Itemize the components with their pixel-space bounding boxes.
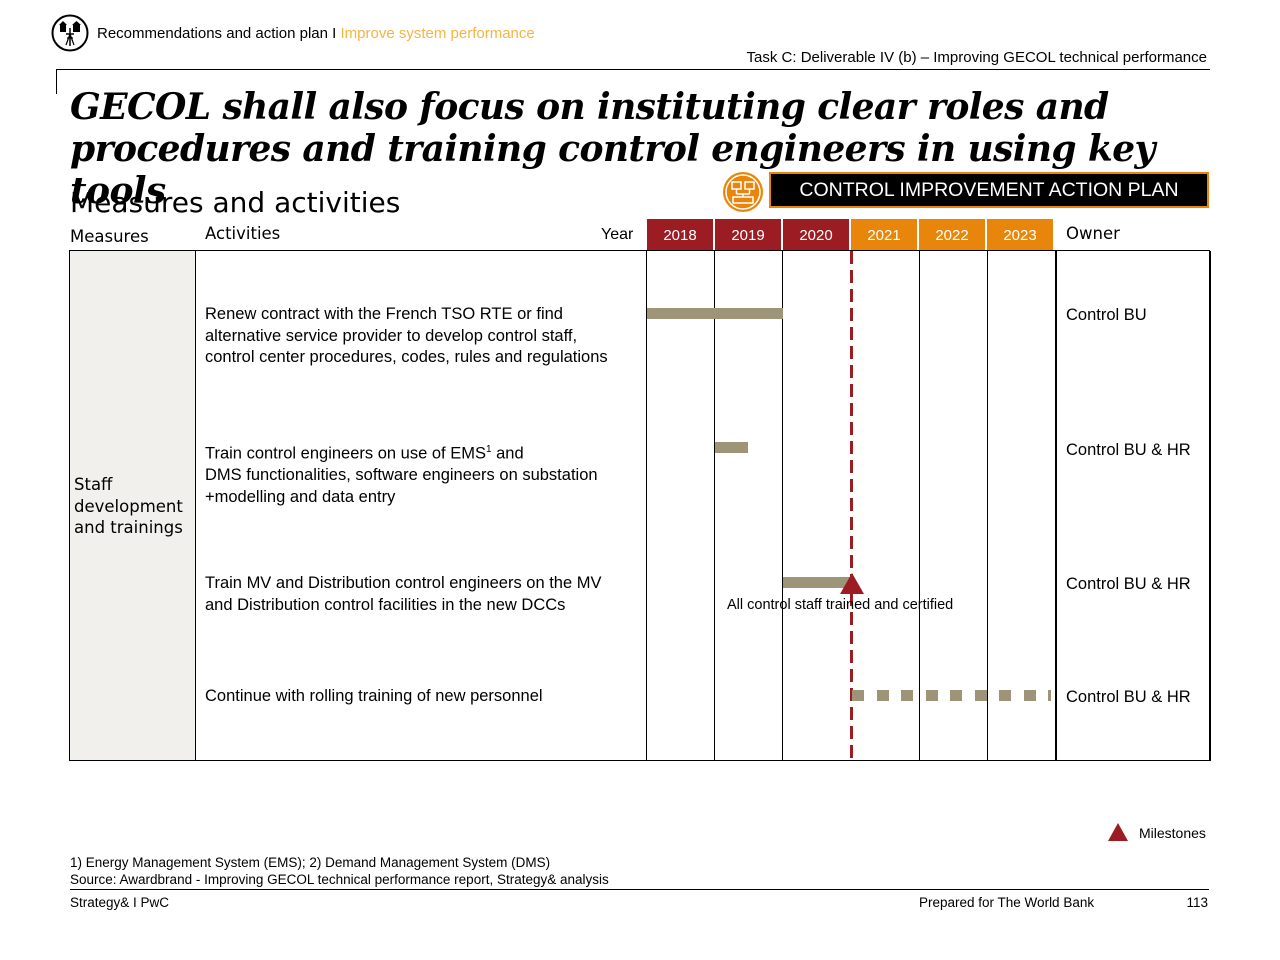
- col-divider: [782, 251, 783, 761]
- measures-header: Measures: [70, 227, 149, 246]
- measure-cell: [69, 251, 196, 760]
- footer-center: Prepared for The World Bank: [919, 895, 1095, 910]
- year-header: Year: [601, 226, 634, 243]
- col-divider: [714, 251, 715, 761]
- timeline-dash: [1024, 690, 1036, 701]
- activity-text: Renew contract with the French TSO RTE o…: [205, 305, 608, 366]
- breadcrumb: Recommendations and action plan I Improv…: [97, 25, 535, 42]
- footer-left: Strategy& I PwC: [70, 895, 170, 910]
- page-subtitle: Measures and activities: [70, 186, 401, 219]
- timeline-dash: [975, 690, 987, 701]
- activity-text: Continue with rolling training of new pe…: [205, 687, 543, 705]
- year-2018: 2018: [647, 219, 713, 251]
- year-2023: 2023: [987, 219, 1053, 251]
- action-plan-badge: CONTROL IMPROVEMENT ACTION PLAN: [769, 172, 1209, 208]
- section-icon: [51, 14, 89, 52]
- activity-text-part: and DMS functionalities, software engine…: [205, 444, 598, 506]
- col-divider: [1055, 251, 1057, 761]
- page-number: 113: [1186, 895, 1208, 910]
- table-top-border: [195, 250, 1210, 251]
- owner-text: Control BU: [1066, 306, 1147, 324]
- footnote-ref: 1: [485, 444, 492, 455]
- owner-text: Control BU & HR: [1066, 688, 1191, 706]
- timeline-dash: [877, 690, 889, 701]
- measures-underline: [69, 250, 195, 251]
- footer-rule: [70, 889, 1209, 890]
- timeline-dash: [999, 690, 1011, 701]
- timeline-bar: [647, 308, 783, 319]
- timeline-dash: [950, 690, 962, 701]
- timeline-dash: [901, 690, 913, 701]
- measure-label: Staff development and trainings: [74, 475, 183, 537]
- timeline-bar: [715, 442, 748, 453]
- action-plan-icon: [722, 171, 764, 213]
- timeline-bar: [783, 577, 851, 588]
- milestone-label: All control staff trained and certified: [727, 597, 954, 613]
- year-2019: 2019: [715, 219, 781, 251]
- milestone-legend-label: Milestones: [1139, 825, 1206, 841]
- timeline-dash: [926, 690, 938, 701]
- timeline-dash: [1048, 690, 1051, 701]
- col-divider: [646, 251, 647, 761]
- year-2020: 2020: [783, 219, 849, 251]
- activity-text: Train control engineers on use of EMS1 a…: [205, 439, 645, 508]
- task-label: Task C: Deliverable IV (b) – Improving G…: [746, 49, 1207, 66]
- milestone-marker: [840, 573, 864, 594]
- header-rule-tick: [56, 69, 57, 94]
- col-divider: [919, 251, 920, 761]
- header-rule: [56, 69, 1210, 70]
- owner-header: Owner: [1066, 224, 1120, 243]
- breadcrumb-subsection: Improve system performance: [340, 25, 535, 42]
- footnote: 1) Energy Management System (EMS); 2) De…: [70, 855, 551, 870]
- breadcrumb-section: Recommendations and action plan: [97, 25, 328, 42]
- current-date-line: [850, 251, 853, 760]
- table-right-border: [1209, 251, 1211, 761]
- year-2021: 2021: [851, 219, 917, 251]
- owner-text: Control BU & HR: [1066, 575, 1191, 593]
- page-title: GECOL shall also focus on instituting cl…: [70, 86, 1155, 212]
- year-2022: 2022: [919, 219, 985, 251]
- col-divider: [987, 251, 988, 761]
- table-bottom-border: [69, 760, 1210, 761]
- activity-text: Train MV and Distribution control engine…: [205, 574, 602, 614]
- milestone-legend-icon: [1108, 823, 1128, 841]
- owner-text: Control BU & HR: [1066, 441, 1191, 459]
- source-note: Source: Awardbrand - Improving GECOL tec…: [70, 872, 609, 887]
- timeline-dash: [852, 690, 864, 701]
- activities-header: Activities: [205, 224, 281, 243]
- activity-text-part: Train control engineers on use of EMS: [205, 444, 486, 463]
- breadcrumb-separator: I: [327, 25, 341, 42]
